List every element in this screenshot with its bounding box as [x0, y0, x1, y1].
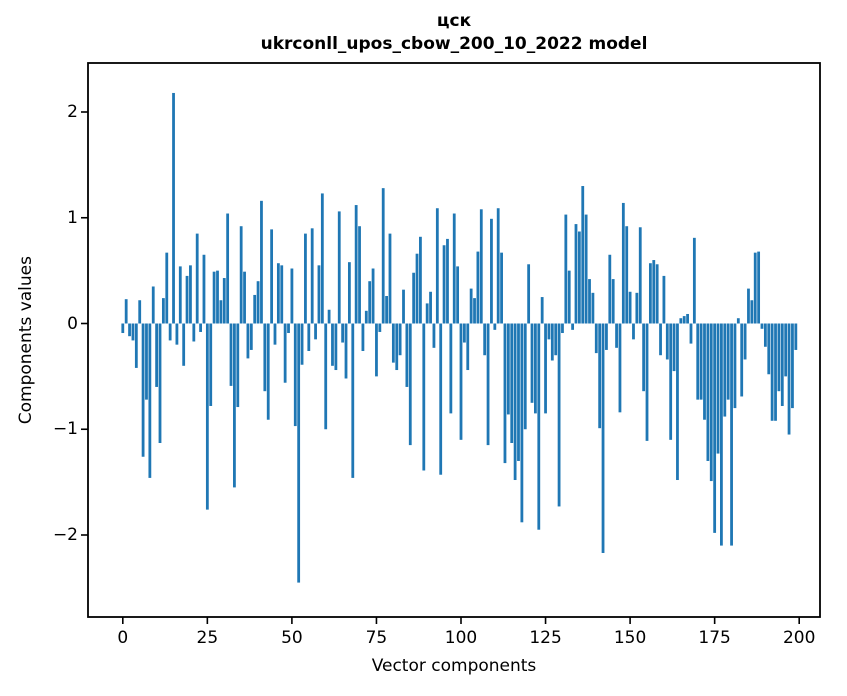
y-tick-label: −2: [52, 525, 78, 545]
x-tick-label: 50: [281, 628, 303, 648]
y-tick-label: 1: [67, 207, 78, 228]
x-tick-label: 150: [613, 628, 647, 648]
x-tick-label: 0: [117, 628, 129, 648]
y-tick-label: −1: [52, 419, 78, 440]
chart-title-line1: цск: [436, 11, 472, 31]
y-tick-label: 0: [67, 313, 78, 334]
y-axis-label: Components values: [16, 255, 36, 425]
chart-title-line2: ukrconll_upos_cbow_200_10_2022 model: [260, 34, 648, 54]
x-axis-label: Vector components: [371, 656, 537, 676]
x-tick-label: 100: [444, 628, 478, 648]
x-tick-label: 175: [698, 628, 731, 648]
x-tick-label: 125: [529, 628, 562, 648]
y-axis-label-container: Components values: [8, 63, 44, 617]
x-tick-label: 200: [782, 628, 816, 648]
x-tick-label: 75: [365, 628, 388, 648]
y-tick-label: 2: [67, 102, 78, 122]
x-tick-label: 25: [196, 628, 219, 648]
